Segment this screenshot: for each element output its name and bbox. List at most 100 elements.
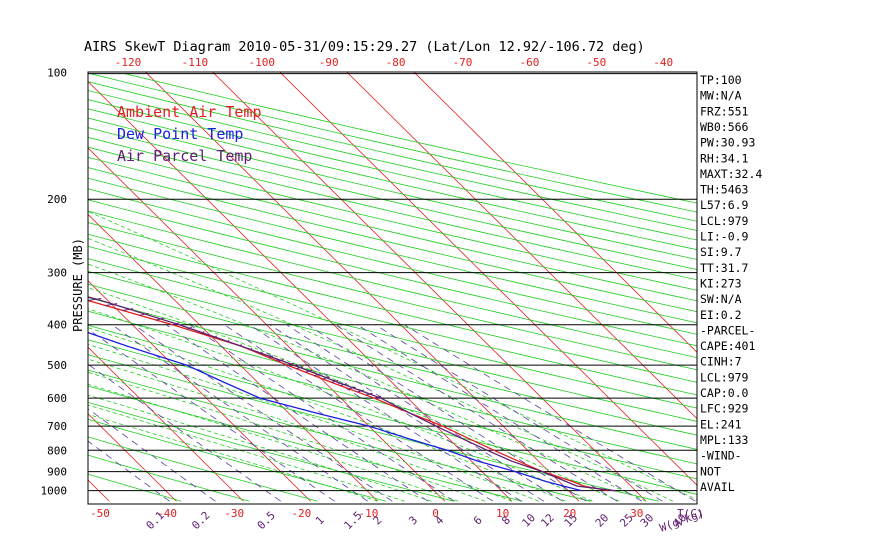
dry-adiabat	[88, 146, 697, 291]
cape-hatch	[305, 369, 313, 373]
mixing-ratio-line	[286, 324, 563, 502]
stats-line: LFC:929	[700, 402, 749, 416]
pressure-tick-label: 200	[47, 193, 67, 206]
cape-hatch	[155, 317, 165, 321]
isotherm	[346, 72, 697, 420]
temp-unit-label: T(C)	[677, 507, 704, 520]
cape-hatch	[331, 379, 339, 383]
moist-adiabat	[88, 404, 405, 502]
stats-line: RH:34.1	[700, 151, 749, 165]
chart-title: AIRS SkewT Diagram 2010-05-31/09:15:29.2…	[84, 39, 645, 55]
dry-adiabat	[88, 233, 697, 383]
cape-hatch	[357, 389, 365, 393]
dry-adiabat	[88, 245, 697, 396]
dry-adiabat	[88, 199, 697, 347]
mixing-ratio-line	[165, 324, 429, 502]
pressure-tick-label: 600	[47, 392, 67, 405]
moist-adiabat	[88, 308, 593, 502]
mixing-ratio-line	[189, 324, 455, 502]
cape-hatch	[340, 383, 348, 387]
stats-line: -WIND-	[700, 449, 742, 463]
isotherm	[88, 346, 244, 502]
top-temp-tick-label: -80	[386, 56, 406, 69]
dry-adiabat	[88, 117, 697, 260]
dry-adiabat	[88, 283, 697, 436]
top-temp-tick-label: -90	[319, 56, 339, 69]
cape-hatch	[259, 351, 263, 355]
bottom-temp-tick-label: 10	[496, 507, 509, 520]
top-temp-tick-label: -70	[453, 56, 473, 69]
cape-hatch	[250, 347, 253, 351]
dry-adiabat	[88, 127, 697, 270]
top-temp-tick-label: -40	[653, 56, 673, 69]
chart-legend: Ambient Air Temp Dew Point Temp Air Parcel…	[117, 103, 262, 165]
stats-line: MAXT:32.4	[700, 167, 762, 181]
stats-line: TH:5463	[700, 183, 749, 197]
bottom-temp-tick-label: -40	[157, 507, 177, 520]
stats-line: L57:6.9	[700, 198, 749, 212]
bottom-temp-tick-label: 20	[563, 507, 576, 520]
stats-line: MPL:133	[700, 433, 749, 447]
mixing-ratio-line	[224, 324, 494, 502]
cape-hatch	[186, 326, 193, 330]
dry-adiabat	[88, 297, 697, 450]
cape-hatch	[104, 303, 118, 307]
parcel-temp-line	[88, 296, 616, 492]
stats-line: CAP:0.0	[700, 386, 749, 400]
moist-adiabat	[88, 237, 674, 502]
cape-hatch	[296, 366, 304, 370]
moist-adiabat	[88, 394, 432, 502]
cape-hatch	[172, 322, 180, 326]
cape-hatch	[278, 359, 284, 362]
mixing-ratio-line	[111, 324, 369, 502]
legend-entry: Dew Point Temp	[117, 125, 243, 143]
moist-adiabat	[88, 371, 486, 502]
stats-line: CAPE:401	[700, 339, 755, 353]
dry-adiabat	[88, 270, 697, 422]
bottom-temp-tick-label: -20	[291, 507, 311, 520]
isotherm	[413, 72, 697, 353]
isotherm	[279, 72, 697, 486]
stats-line: KI:273	[700, 276, 742, 290]
pressure-tick-label: 500	[47, 359, 67, 372]
cape-hatch	[213, 335, 218, 339]
stats-line: EI:0.2	[700, 308, 742, 322]
stats-line: AVAIL	[700, 480, 735, 494]
stats-line: NOT	[700, 464, 721, 478]
moist-adiabat	[88, 344, 539, 502]
stats-line: PW:30.93	[700, 136, 755, 150]
pressure-tick-label: 700	[47, 420, 67, 433]
stats-line: SI:9.7	[700, 245, 742, 259]
cape-hatch	[268, 355, 274, 359]
dry-adiabat	[88, 222, 697, 371]
stats-line: LI:-0.9	[700, 230, 749, 244]
dry-adiabat	[88, 177, 697, 324]
mixing-ratio-line	[269, 324, 545, 502]
bottom-temp-tick-label: -10	[358, 507, 378, 520]
plot-frame	[87, 71, 698, 505]
dry-adiabat	[88, 167, 697, 313]
cape-hatch	[200, 331, 205, 335]
mixing-ratio-line	[133, 324, 393, 502]
dewpoint-line	[88, 331, 582, 492]
moist-adiabat	[88, 211, 697, 501]
stats-line: TP:100	[700, 73, 742, 87]
cape-hatch	[227, 339, 230, 343]
plot-series	[88, 296, 616, 492]
pressure-tick-label: 900	[47, 466, 67, 479]
dry-adiabat	[88, 108, 697, 251]
stats-line: -PARCEL-	[700, 323, 755, 337]
bottom-temp-tick-label: -30	[224, 507, 244, 520]
bottom-temp-tick-label: 0	[432, 507, 439, 520]
stats-line: EL:241	[700, 417, 742, 431]
cape-hatch	[374, 395, 382, 399]
stats-line: TT:31.7	[700, 261, 749, 275]
mixing-ratio-line	[404, 324, 696, 502]
mixing-ratio-line	[334, 324, 618, 502]
pressure-tick-label: 100	[47, 67, 67, 80]
bottom-temp-tick-label: -50	[90, 507, 110, 520]
dry-adiabat	[88, 258, 697, 409]
mixing-ratio-line	[307, 324, 587, 502]
stats-line: LCL:979	[700, 370, 749, 384]
